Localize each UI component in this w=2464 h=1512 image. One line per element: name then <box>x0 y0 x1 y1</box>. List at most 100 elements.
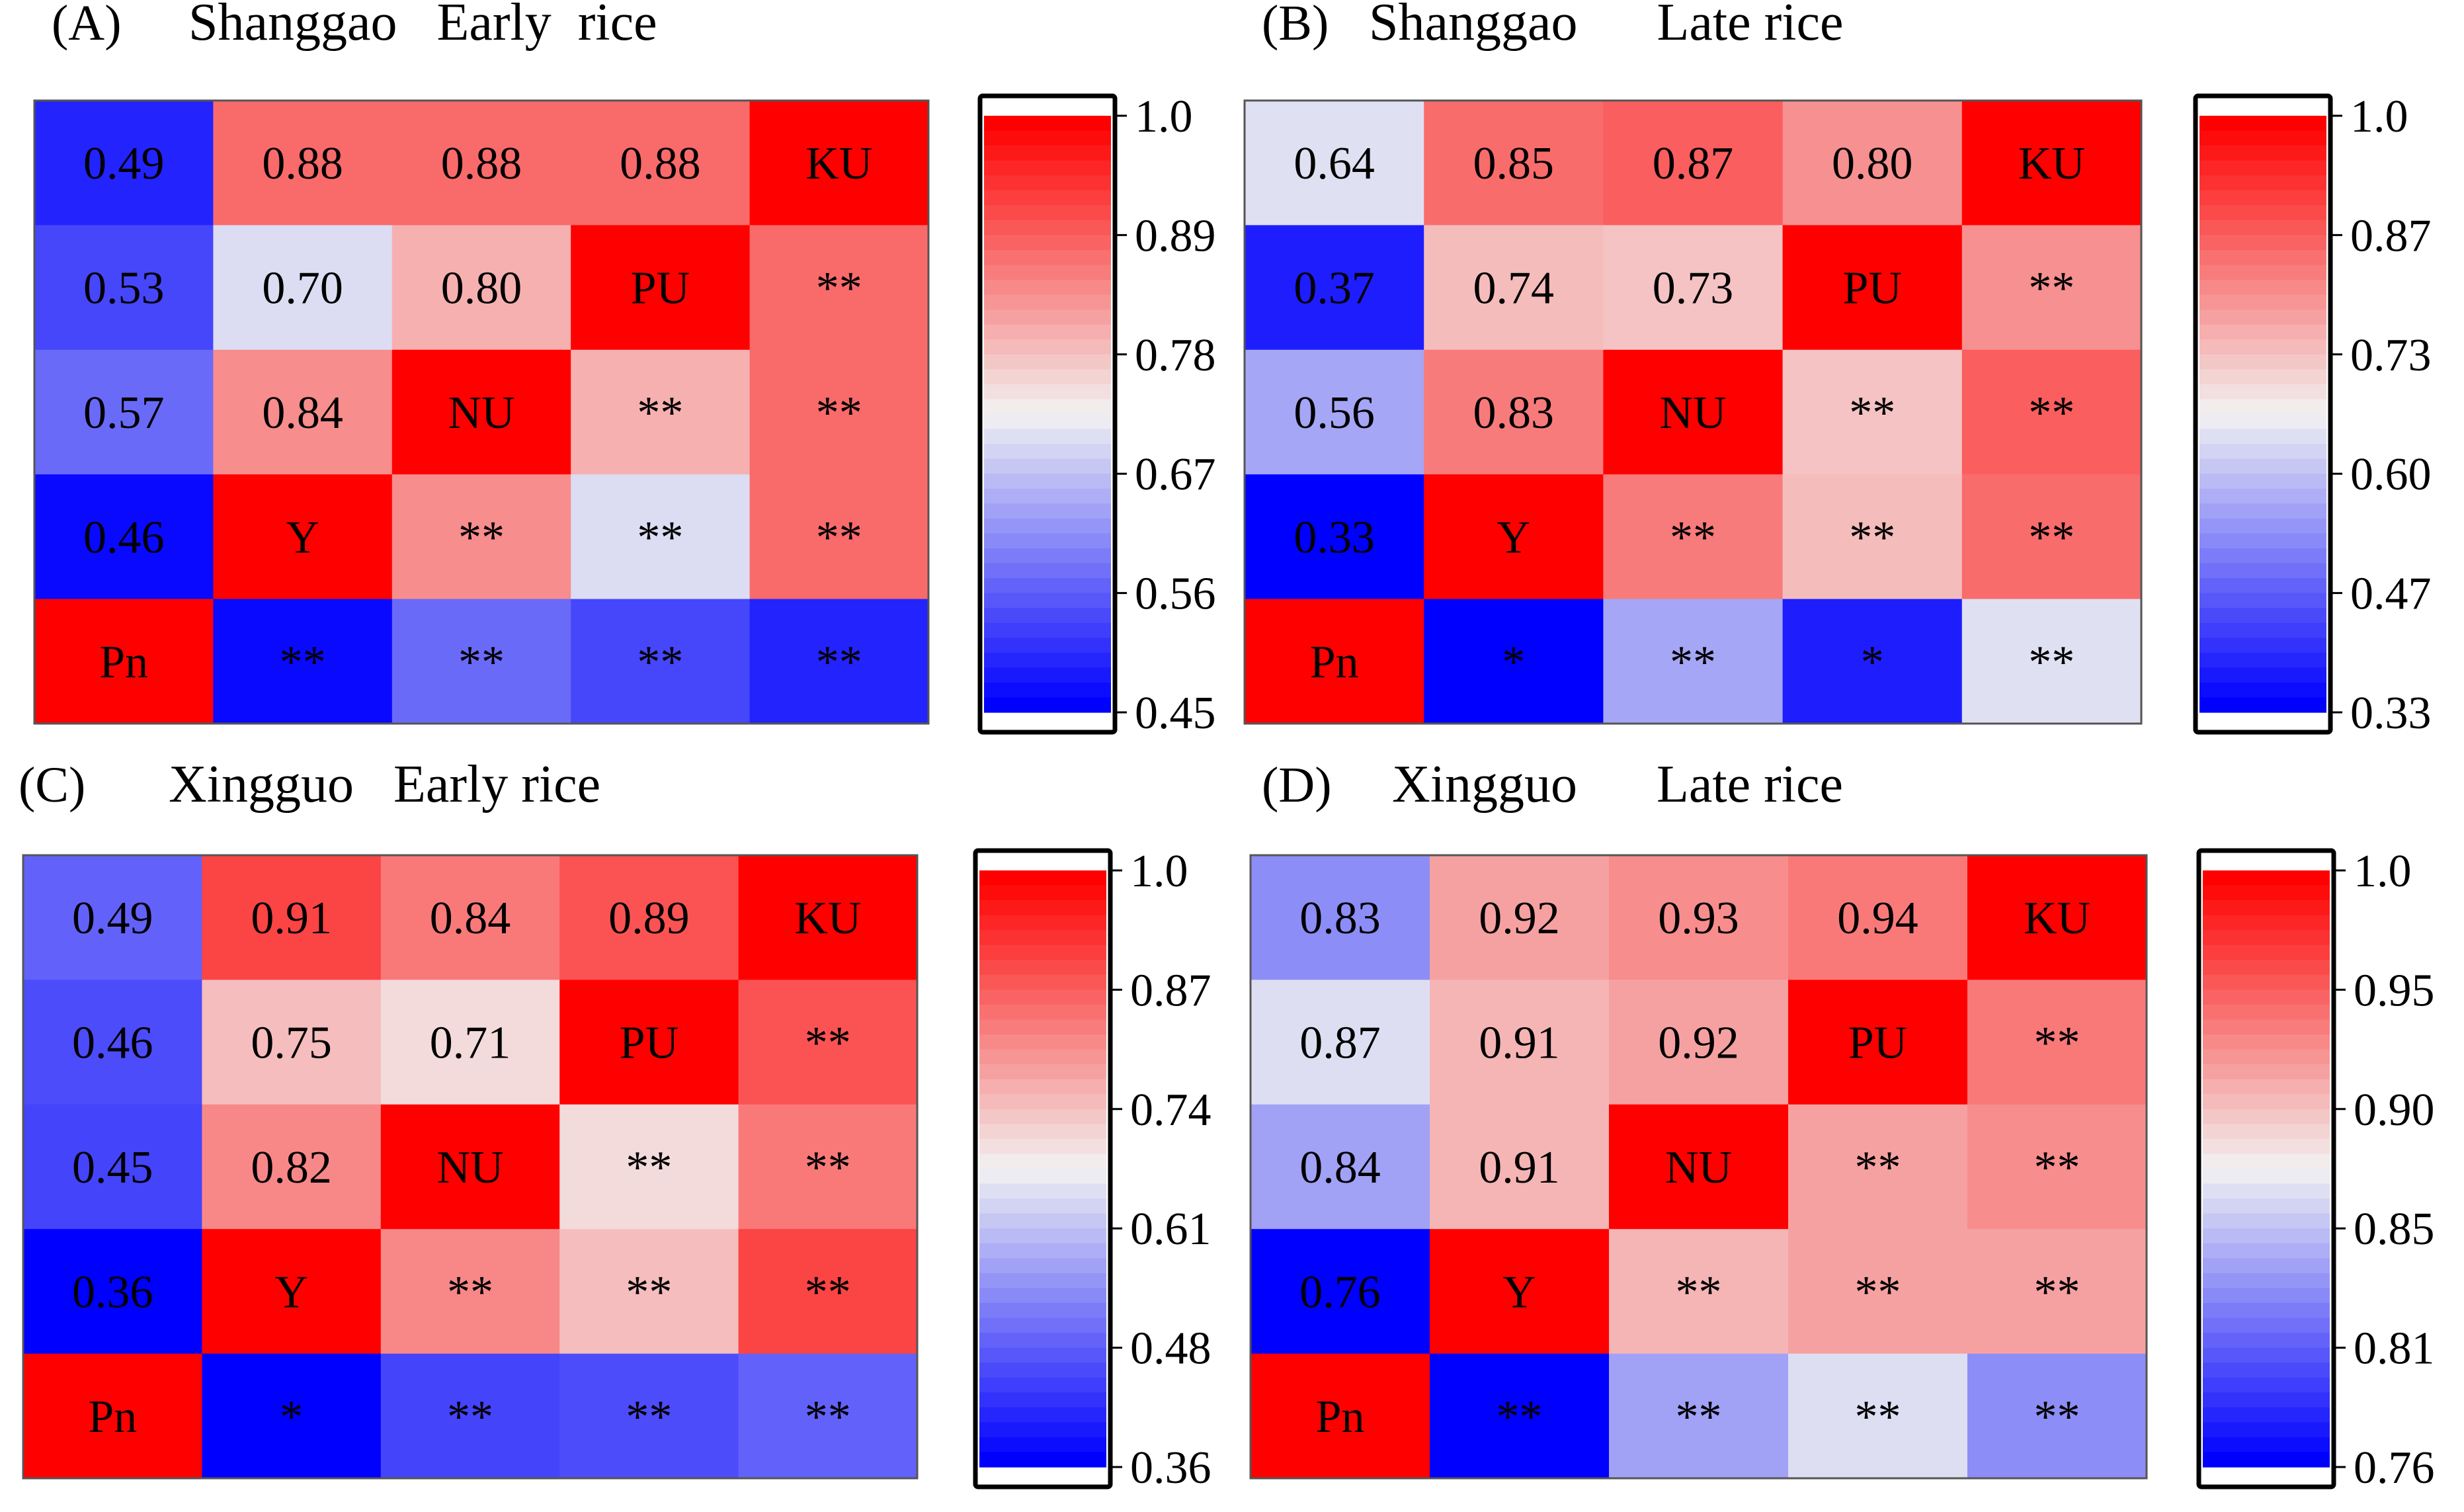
cell-label: ** <box>805 1267 851 1318</box>
cell-label: ** <box>816 263 862 314</box>
cell-label: 0.49 <box>83 138 165 189</box>
heatmap-cell <box>1430 1104 1610 1230</box>
colorbar-segment <box>979 1377 1106 1393</box>
heatmap-cell <box>1424 599 1604 724</box>
colorbar-tick-label: 0.48 <box>1130 1323 1211 1374</box>
colorbar-segment <box>2199 146 2326 161</box>
colorbar-segment <box>984 593 1111 609</box>
colorbar-segment <box>984 622 1111 638</box>
colorbar-segment <box>2199 116 2326 132</box>
cell-label: ** <box>2034 1392 2080 1443</box>
heatmap-cell <box>34 225 214 351</box>
heatmap-border <box>22 854 919 1480</box>
cell-label: 0.93 <box>1658 893 1739 944</box>
colorbar-segment <box>984 638 1111 653</box>
colorbar-segment <box>2203 1019 2330 1035</box>
heatmap-cell <box>559 1229 739 1355</box>
colorbar-segment <box>2199 265 2326 280</box>
cell-label: ** <box>626 1142 672 1193</box>
colorbar-segment <box>2199 414 2326 430</box>
heatmap-cell <box>1251 980 1430 1105</box>
heatmap-cell <box>1782 225 1963 351</box>
colorbar-segment <box>979 1363 1106 1378</box>
cell-label: Pn <box>99 637 148 688</box>
heatmap-cell <box>23 1229 202 1355</box>
colorbar-segment <box>2203 1004 2330 1021</box>
heatmap-cell <box>749 101 929 226</box>
heatmap-cell <box>749 349 929 475</box>
cell-label: ** <box>280 637 326 688</box>
cell-label: ** <box>2028 637 2074 688</box>
colorbar-segment <box>979 1138 1106 1155</box>
colorbar-segment <box>2199 130 2326 146</box>
heatmap-panel-4: (D) Xingguo Late rice 0.83 0.92 0.93 0.94 KU 0.… <box>1249 755 2435 1493</box>
colorbar-frame <box>2193 93 2333 735</box>
heatmap-cell <box>23 1353 202 1479</box>
cell-label: Y <box>286 512 319 563</box>
heatmap-cell <box>1430 855 1610 980</box>
heatmap-cell <box>1603 599 1784 724</box>
cell-label: 0.57 <box>83 388 165 439</box>
cell-label: 0.45 <box>72 1142 153 1193</box>
colorbar-segment <box>2199 548 2326 564</box>
heatmap-cell <box>571 225 751 351</box>
heatmap-cell <box>1782 474 1963 600</box>
cell-label: PU <box>631 263 690 314</box>
heatmap-cell <box>1603 474 1784 600</box>
heatmap-cell <box>1424 349 1604 475</box>
cell-label: ** <box>816 388 862 439</box>
heatmap-cell <box>23 980 202 1105</box>
colorbar: 1.0 0.95 0.90 0.85 0.81 0.76 <box>2196 846 2435 1493</box>
colorbar-tick-label: 0.56 <box>1135 569 1216 620</box>
colorbar-segment <box>2199 444 2326 460</box>
heatmap-cell <box>1603 225 1784 351</box>
colorbar-segment <box>979 1064 1106 1080</box>
cell-label: 0.85 <box>1473 138 1555 189</box>
cell-label: KU <box>2018 138 2085 189</box>
cell-label: Pn <box>88 1392 137 1443</box>
heatmap-cell <box>391 225 571 351</box>
cell-label: ** <box>1676 1267 1722 1318</box>
cell-label: 0.94 <box>1837 893 1918 944</box>
colorbar-segment <box>979 1318 1106 1333</box>
colorbar-segment <box>984 175 1111 191</box>
colorbar-segment <box>979 870 1106 886</box>
colorbar-segment <box>2203 1377 2330 1393</box>
heatmap-cell <box>738 1104 918 1230</box>
colorbar-segment <box>2199 682 2326 698</box>
colorbar-tick-label: 0.76 <box>2354 1443 2435 1493</box>
colorbar-segment <box>2199 175 2326 191</box>
cell-label: 0.46 <box>83 512 165 563</box>
cell-label: 0.84 <box>1299 1142 1381 1193</box>
colorbar-segment <box>2199 280 2326 296</box>
heatmap-cell <box>1251 1229 1430 1355</box>
cell-label: NU <box>1659 388 1726 439</box>
colorbar-segment <box>979 1079 1106 1095</box>
heatmap-cell <box>1245 225 1424 351</box>
colorbar-segment <box>2199 160 2326 176</box>
colorbar-segment <box>979 1452 1106 1468</box>
heatmap-border <box>1249 854 2148 1480</box>
heatmap-cell <box>1609 1353 1789 1479</box>
colorbar-segment <box>2203 1333 2330 1349</box>
cell-label: 0.71 <box>430 1018 511 1069</box>
colorbar-segment <box>2203 1258 2330 1274</box>
colorbar-segment <box>984 294 1111 310</box>
cell-label: ** <box>458 512 505 563</box>
colorbar-segment <box>2199 310 2326 325</box>
colorbar-segment <box>984 235 1111 251</box>
colorbar-segment <box>979 1094 1106 1110</box>
colorbar-segment <box>2203 1183 2330 1199</box>
heatmap-cell <box>738 855 918 980</box>
colorbar-tick-label: 1.0 <box>1135 91 1193 142</box>
cell-label: ** <box>2034 1142 2080 1193</box>
colorbar-segment <box>2203 1243 2330 1259</box>
heatmap-cell <box>749 599 929 724</box>
colorbar-segment <box>984 444 1111 460</box>
colorbar-segment <box>2199 220 2326 235</box>
colorbar-segment <box>979 1154 1106 1169</box>
colorbar-segment <box>984 384 1111 400</box>
colorbar-segment <box>2199 622 2326 638</box>
panel-title: Shanggao Late rice <box>1369 0 1844 52</box>
heatmap-cell <box>1609 980 1789 1105</box>
